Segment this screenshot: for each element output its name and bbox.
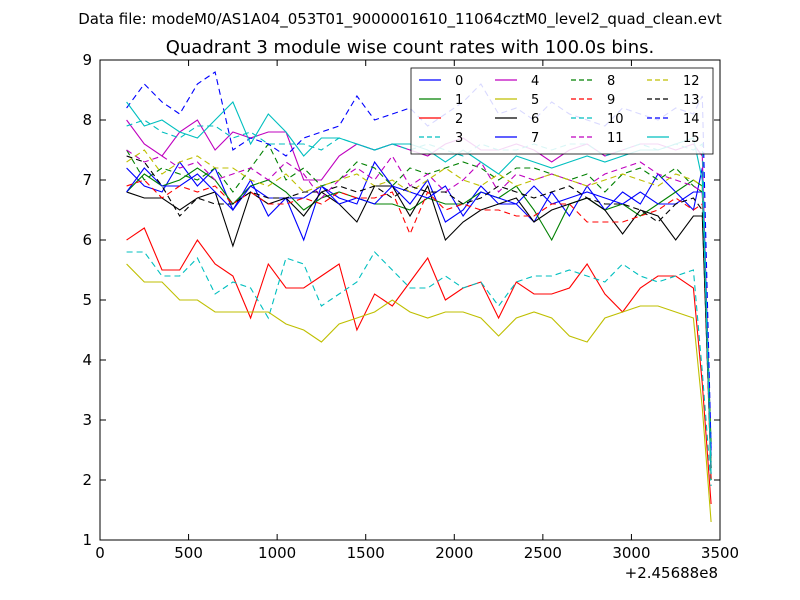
x-tick-label: 2000 xyxy=(435,544,473,562)
y-tick-label: 6 xyxy=(82,231,92,249)
y-tick-label: 8 xyxy=(82,111,92,129)
series-line-7 xyxy=(126,167,712,457)
series-line-3 xyxy=(126,251,712,487)
series-line-6 xyxy=(126,184,712,469)
series-line-1 xyxy=(126,167,712,481)
x-tick-label: 0 xyxy=(95,544,105,562)
legend-label-2: 2 xyxy=(455,112,463,127)
series-line-15 xyxy=(126,101,712,475)
y-tick-label: 7 xyxy=(82,171,92,189)
legend-label-4: 4 xyxy=(531,74,539,89)
x-tick-label: 1000 xyxy=(258,544,296,562)
x-tick-label: 500 xyxy=(174,544,203,562)
series-line-13 xyxy=(126,155,712,469)
x-offset-label: +2.45688e8 xyxy=(625,564,718,582)
series-line-12 xyxy=(126,149,712,469)
series-line-11 xyxy=(126,149,712,475)
y-tick-label: 3 xyxy=(82,411,92,429)
legend-label-6: 6 xyxy=(531,112,539,127)
chart-title: Quadrant 3 module wise count rates with … xyxy=(166,37,655,58)
y-tick-label: 1 xyxy=(82,531,92,549)
legend-label-10: 10 xyxy=(607,112,624,127)
y-tick-label: 4 xyxy=(82,351,92,369)
x-tick-label: 3000 xyxy=(612,544,650,562)
x-tick-label: 1500 xyxy=(347,544,385,562)
legend-label-1: 1 xyxy=(455,93,463,108)
legend-label-7: 7 xyxy=(531,131,539,146)
series-line-2 xyxy=(126,227,712,505)
legend-label-13: 13 xyxy=(683,93,700,108)
plot-frame xyxy=(99,59,721,541)
y-tick-label: 9 xyxy=(82,51,92,69)
y-tick-label: 2 xyxy=(82,471,92,489)
series-line-5 xyxy=(126,263,712,523)
data-file-suptitle: Data file: modeM0/AS1A04_053T01_90000016… xyxy=(78,10,722,29)
legend-box xyxy=(410,67,714,155)
x-tick-label: 3500 xyxy=(701,544,739,562)
series-line-8 xyxy=(126,142,712,445)
legend-label-9: 9 xyxy=(607,93,615,108)
legend-label-8: 8 xyxy=(607,74,615,89)
legend-label-11: 11 xyxy=(607,131,624,146)
legend-label-5: 5 xyxy=(531,93,539,108)
legend-label-0: 0 xyxy=(455,74,463,89)
y-tick-label: 5 xyxy=(82,291,92,309)
series-line-9 xyxy=(126,179,712,481)
legend-label-14: 14 xyxy=(683,112,700,127)
legend-label-3: 3 xyxy=(455,131,463,146)
legend-label-12: 12 xyxy=(683,74,700,89)
x-tick-label: 2500 xyxy=(524,544,562,562)
legend-label-15: 15 xyxy=(683,131,700,146)
